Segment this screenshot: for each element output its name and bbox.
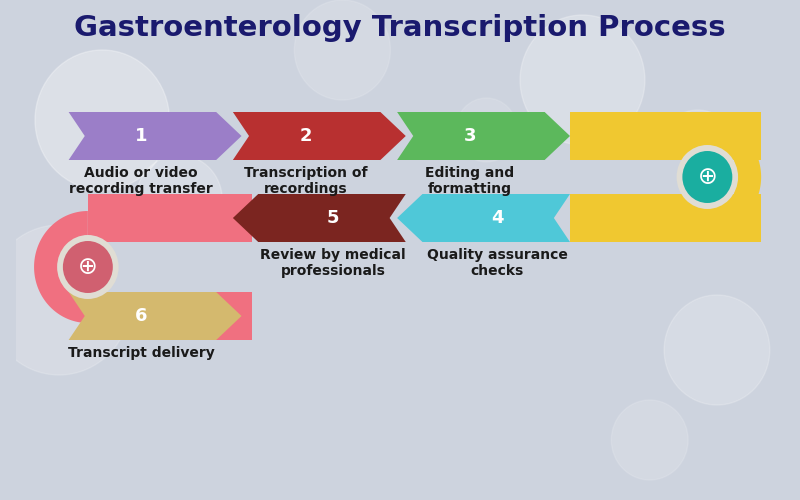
Circle shape <box>136 155 222 245</box>
Circle shape <box>0 225 131 375</box>
Bar <box>88 292 252 340</box>
Polygon shape <box>397 112 570 160</box>
Polygon shape <box>233 194 406 242</box>
Polygon shape <box>69 292 242 340</box>
Text: ⊕: ⊕ <box>78 255 98 279</box>
Text: 6: 6 <box>135 307 147 325</box>
Polygon shape <box>69 112 242 160</box>
Text: Quality assurance
checks: Quality assurance checks <box>427 248 568 278</box>
Text: 5: 5 <box>327 209 339 227</box>
Circle shape <box>35 50 170 190</box>
Bar <box>88 194 252 242</box>
Circle shape <box>57 235 118 299</box>
Text: Audio or video
recording transfer: Audio or video recording transfer <box>70 166 213 196</box>
Text: ⊕: ⊕ <box>698 165 718 189</box>
Text: Gastroenterology Transcription Process: Gastroenterology Transcription Process <box>74 14 726 42</box>
Circle shape <box>61 239 114 295</box>
Circle shape <box>294 0 390 100</box>
Circle shape <box>63 241 113 293</box>
Polygon shape <box>707 121 761 233</box>
Text: 3: 3 <box>463 127 476 145</box>
Polygon shape <box>397 194 570 242</box>
Text: Review by medical
professionals: Review by medical professionals <box>260 248 406 278</box>
Circle shape <box>682 151 732 203</box>
Text: 4: 4 <box>491 209 504 227</box>
Circle shape <box>664 295 770 405</box>
Text: Transcription of
recordings: Transcription of recordings <box>244 166 367 196</box>
Polygon shape <box>233 112 406 160</box>
Bar <box>570 112 761 160</box>
Circle shape <box>520 15 645 145</box>
Text: 1: 1 <box>135 127 147 145</box>
Circle shape <box>677 145 738 209</box>
Text: 2: 2 <box>299 127 312 145</box>
Polygon shape <box>34 211 88 323</box>
Text: Editing and
formatting: Editing and formatting <box>425 166 514 196</box>
Bar <box>88 242 279 292</box>
Bar <box>570 160 734 194</box>
Bar <box>570 194 761 242</box>
Text: Transcript delivery: Transcript delivery <box>68 346 214 360</box>
Circle shape <box>681 149 734 205</box>
Circle shape <box>611 400 688 480</box>
Circle shape <box>456 98 517 162</box>
Circle shape <box>659 110 736 190</box>
